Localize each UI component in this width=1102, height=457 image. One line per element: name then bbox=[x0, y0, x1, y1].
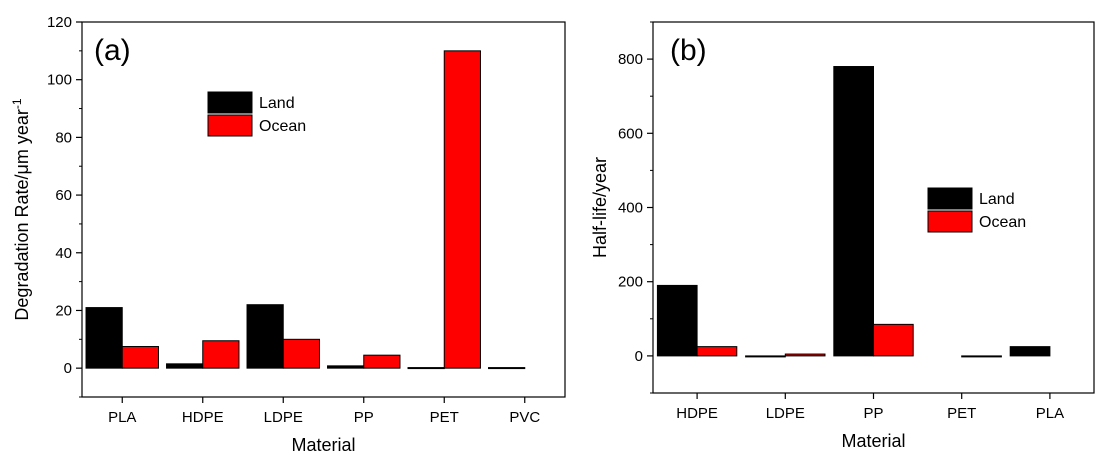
legend-swatch-ocean bbox=[207, 114, 253, 137]
panel-label: (b) bbox=[670, 34, 707, 67]
plot-frame bbox=[81, 21, 566, 398]
legend-label: Land bbox=[979, 191, 1015, 208]
y-tick-label: 40 bbox=[55, 245, 72, 262]
y-tick-label: 0 bbox=[635, 348, 643, 365]
x-axis-label: Material bbox=[291, 435, 355, 452]
chart-panel-b: 0 200 400 600 800 HDPE LDPE PP PET PLA (b) Land Ocea… bbox=[590, 21, 1095, 451]
bar-ocean-ldpe bbox=[282, 338, 320, 369]
y-tick-label: 200 bbox=[618, 274, 643, 291]
bar-ocean-pla bbox=[121, 346, 159, 369]
bar-ocean-hdpe bbox=[696, 346, 738, 357]
bar-land-pp bbox=[327, 365, 365, 369]
chart-panel-a: 0 20 40 60 80 100 120 PLA HDPE LDPE PP PET PVC (a) Lan… bbox=[10, 14, 566, 455]
bar-land-hdpe bbox=[166, 363, 204, 369]
y-axis-label: Half-life/year bbox=[590, 157, 610, 258]
y-tick-label: 100 bbox=[47, 72, 72, 89]
legend-label: Ocean bbox=[259, 118, 306, 135]
panel-label: (a) bbox=[94, 34, 131, 67]
x-tick-label: LDPE bbox=[264, 409, 303, 426]
bar-land-pet bbox=[407, 367, 445, 370]
y-tick-label: 120 bbox=[47, 14, 72, 31]
legend-swatch-ocean bbox=[927, 210, 973, 233]
y-tick-label: 20 bbox=[55, 302, 72, 319]
bar-land-pp bbox=[833, 66, 874, 357]
legend-label: Ocean bbox=[979, 214, 1026, 231]
x-tick-label: PLA bbox=[1036, 405, 1064, 422]
x-tick-label: PVC bbox=[509, 409, 540, 426]
y-tick-label: 60 bbox=[55, 187, 72, 204]
bar-ocean-pp bbox=[873, 323, 914, 357]
x-tick-label: HDPE bbox=[676, 405, 718, 422]
y-tick-label: 600 bbox=[618, 125, 643, 142]
bar-ocean-pp bbox=[363, 354, 401, 369]
bar-ocean-hdpe bbox=[202, 340, 240, 369]
x-tick-label: LDPE bbox=[766, 405, 805, 422]
bar-ocean-ldpe bbox=[784, 353, 826, 357]
bar-land-ldpe bbox=[246, 304, 284, 369]
x-tick-label: PLA bbox=[108, 409, 136, 426]
x-tick-label: PP bbox=[354, 409, 374, 426]
bar-land-pla bbox=[1009, 346, 1051, 357]
y-tick-label: 80 bbox=[55, 129, 72, 146]
x-tick-label: PET bbox=[430, 409, 459, 426]
bar-land-pvc bbox=[488, 367, 526, 370]
y-tick-label: 400 bbox=[618, 200, 643, 217]
legend-swatch-land bbox=[207, 91, 253, 114]
bar-land-ldpe bbox=[745, 355, 786, 358]
y-axis-label: Degradation Rate/μm year-1 bbox=[10, 98, 32, 320]
x-tick-label: PET bbox=[947, 405, 976, 422]
x-tick-label: HDPE bbox=[182, 409, 224, 426]
y-tick-label: 0 bbox=[64, 360, 72, 377]
legend-swatch-land bbox=[927, 187, 973, 210]
y-tick-label: 800 bbox=[618, 51, 643, 68]
bar-land-hdpe bbox=[656, 284, 698, 357]
bar-ocean-pet bbox=[443, 50, 481, 369]
x-tick-label: PP bbox=[863, 405, 883, 422]
x-axis-label: Material bbox=[841, 431, 905, 451]
legend-label: Land bbox=[259, 95, 295, 112]
bar-ocean-pet bbox=[961, 355, 1002, 358]
bar-land-pla bbox=[85, 307, 123, 369]
